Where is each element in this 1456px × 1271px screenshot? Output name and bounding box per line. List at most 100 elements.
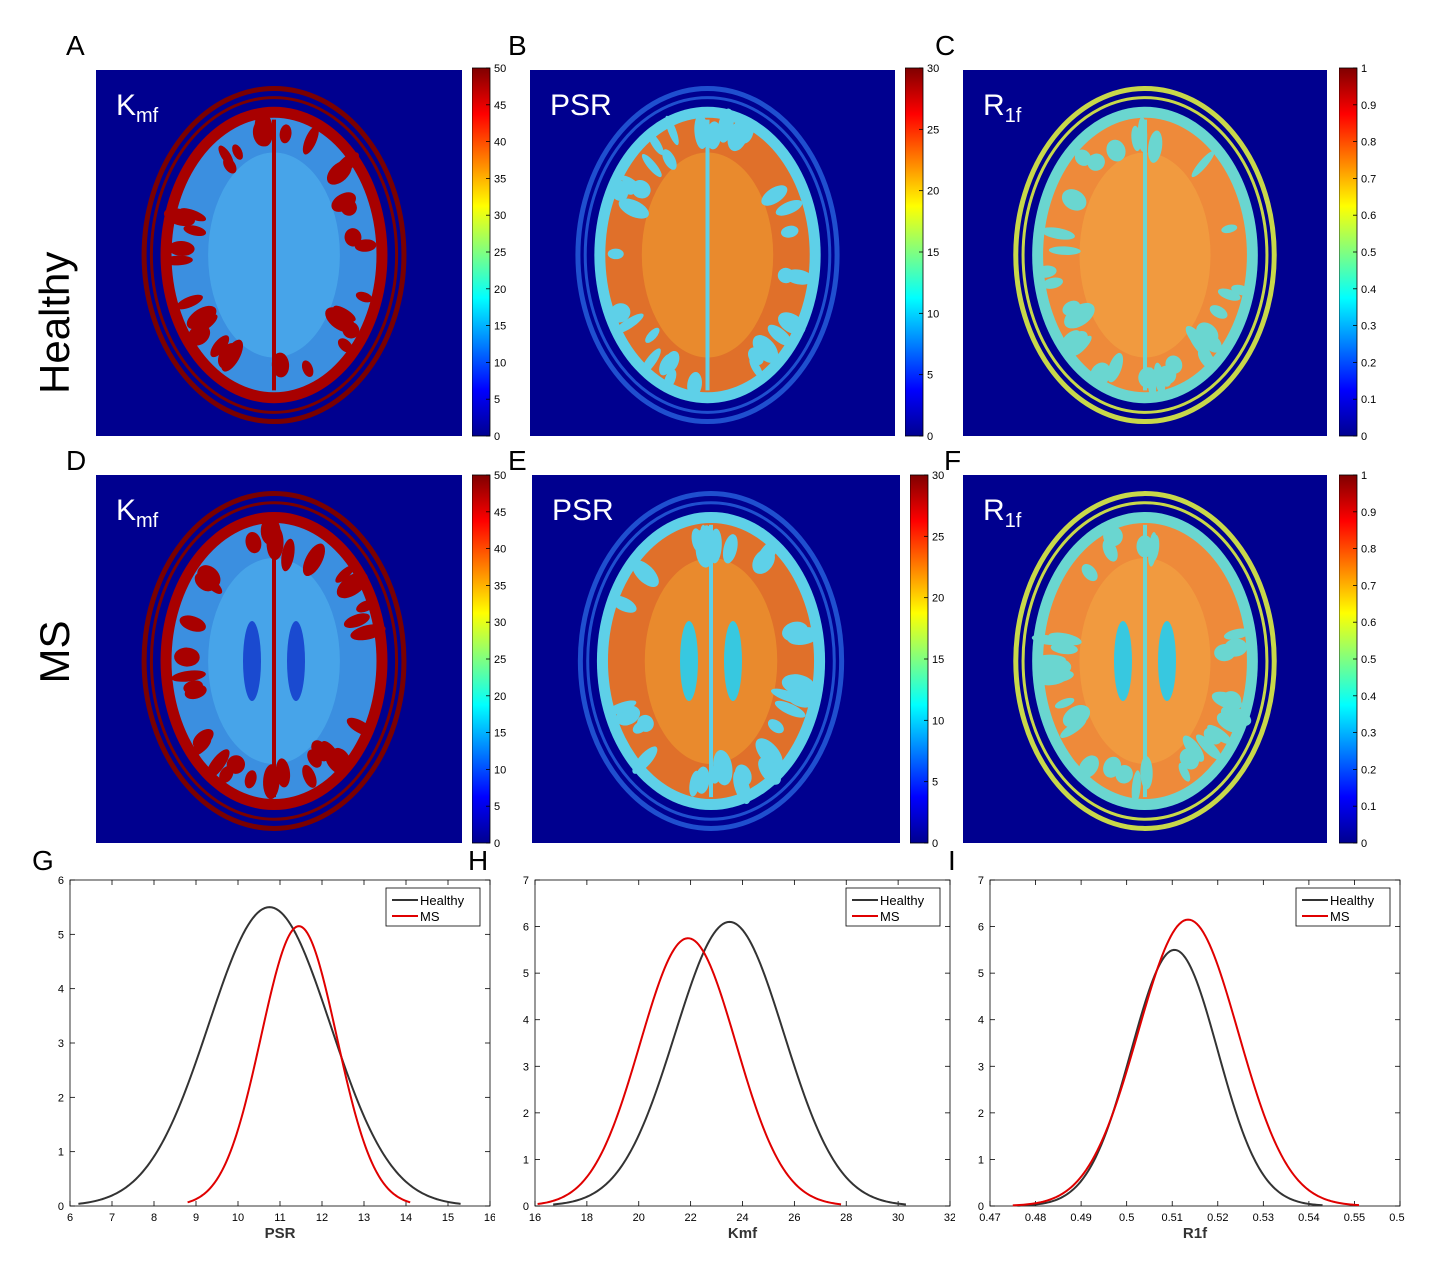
x-tick-label: 0.54 [1298,1212,1319,1224]
x-tick-label: 22 [685,1212,697,1224]
cortical-fold [1040,670,1074,683]
cortical-fold [1207,724,1232,745]
right-ventricle [1158,621,1176,701]
skull-inner-ring [149,501,399,821]
colorbar-tick-label: 0.7 [1361,173,1376,185]
right-ventricle [724,621,742,701]
x-tick-label: 9 [193,1212,199,1224]
x-axis-label: PSR [265,1225,296,1242]
cortical-fold [1115,765,1133,784]
cortical-fold [171,670,206,682]
colorbar-tick-label: 30 [494,210,506,222]
legend-box [845,887,941,927]
colorbar-tick-label: 0 [1361,431,1367,443]
cortical-fold [1216,712,1246,734]
y-tick-label: 1 [978,1154,984,1166]
panel-letter-g: G [32,845,54,876]
colorbar-tick-label: 0.9 [1361,100,1376,112]
colorbar-psr-healthy: 0 5 10 15 20 25 30 [905,63,939,443]
cortical-fold [186,305,217,330]
cortical-fold [1221,224,1238,234]
cortical-fold [778,312,806,335]
y-tick-label: 5 [523,968,529,980]
cortical-fold [343,613,370,628]
colorbar-tick-label: 0.5 [1361,654,1376,666]
cortical-fold [774,700,806,718]
cortical-fold [179,208,207,222]
map-title: R1f [983,494,1022,532]
cortical-fold [263,764,280,800]
cortical-fold [663,350,680,373]
cortical-fold [226,755,246,774]
y-tick-label: 0 [523,1201,529,1213]
series-line-healthy [553,920,907,1206]
cortical-fold [1087,153,1105,171]
x-tick-label: 0.49 [1070,1212,1091,1224]
cortical-fold [618,198,649,219]
cortical-fold [174,647,200,667]
cortical-fold [632,720,648,734]
colorbar-tick-label: 0.1 [1361,394,1376,406]
x-tick-label: 18 [581,1212,593,1224]
cortical-fold [183,225,207,237]
colorbar-tick-label: 40 [494,137,506,149]
colorbar-tick-label: 5 [494,801,500,813]
cortical-fold [193,314,218,334]
cortical-fold [350,624,386,641]
map-title: R1f [983,89,1022,127]
series-line-healthy [78,906,461,1205]
plot-area [534,879,951,1207]
cortical-fold [337,338,353,353]
x-tick-label: 20 [633,1212,645,1224]
skull-inner-ring [1021,501,1269,821]
colorbar-tick-label: 0 [494,431,500,443]
cortical-fold [254,111,273,147]
cortical-fold [1081,563,1098,582]
colorbar-tick-label: 20 [494,691,506,703]
colorbar-tick-label: 0.3 [1361,321,1376,333]
colorbar-tick-label: 10 [494,357,506,369]
map-title: Kmf [116,494,159,532]
cortical-fold [190,737,212,757]
colorbar-psr-ms: 0 5 10 15 20 25 30 [910,470,944,850]
x-tick-label: 16 [484,1212,495,1224]
y-tick-label: 1 [58,1147,64,1159]
skull-outer-ring [577,491,845,831]
colorbar-tick-label: 0.4 [1361,691,1376,703]
chart-r1f-distribution: 0.47 0.48 0.49 0.5 0.51 0.52 0.53 0.54 0.55 0.56 0… [978,875,1405,1242]
series-line-ms [1012,918,1360,1207]
y-tick-label: 5 [58,929,64,941]
cortical-fold [614,313,644,335]
colorbar-tick-label: 0.7 [1361,580,1376,592]
panel-letter-c: C [935,30,956,61]
colorbar-tick-label: 5 [927,370,933,382]
x-tick-label: 8 [151,1212,157,1224]
cortical-fold [1061,331,1088,357]
legend-label: Healthy [1330,893,1375,908]
cortical-fold [607,248,624,260]
cortical-fold [709,765,720,784]
panel-letter-e: E [508,445,527,476]
cortical-fold [631,179,651,199]
cortical-fold [266,525,284,561]
cortical-fold [334,152,359,177]
panel-letter-b: B [508,30,527,61]
cortical-fold [1035,654,1066,665]
y-tick-label: 6 [523,922,529,934]
cortical-fold [346,717,374,736]
colorbar-tick-label: 45 [494,100,506,112]
skull-outer-ring [575,85,840,425]
colorbar-tick-label: 0 [494,838,500,850]
cortical-fold [1050,642,1078,655]
cortical-fold [782,677,805,688]
cortical-fold [331,192,357,212]
cortical-fold [604,700,637,716]
cortical-fold [787,273,804,283]
cortical-fold [648,132,664,156]
cortical-fold [722,534,738,564]
cortical-fold [691,528,703,552]
cortical-fold [1048,246,1081,255]
map-r1f-healthy: R1f [963,70,1327,436]
skull-inner-ring [1021,96,1269,414]
